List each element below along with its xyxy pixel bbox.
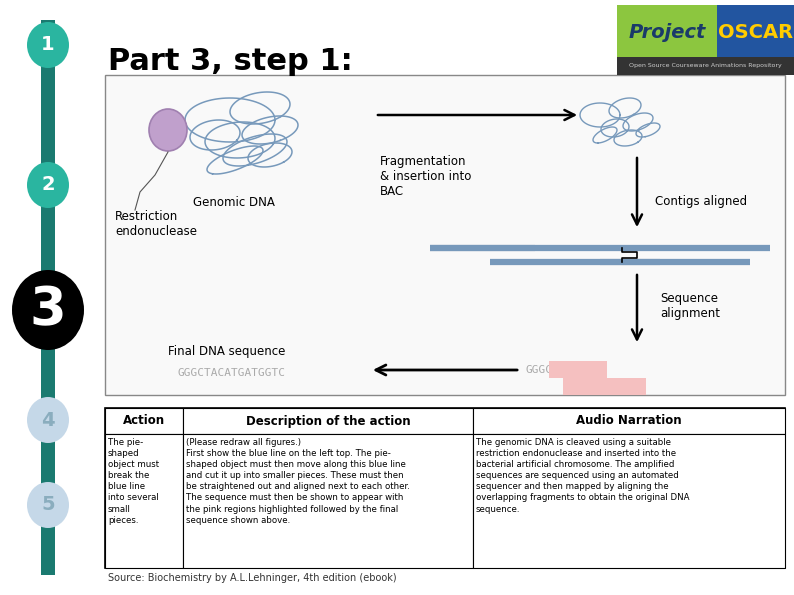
Bar: [183, 408, 473, 434]
Text: Open Source Courseware Animations Repository: Open Source Courseware Animations Reposi…: [629, 64, 782, 68]
Text: (Please redraw all figures.)
First show the blue line on the left top. The pie-
: (Please redraw all figures.) First show …: [186, 438, 410, 525]
Bar: [183, 434, 473, 568]
Text: Genomic DNA: Genomic DNA: [193, 196, 275, 209]
Text: Fragmentation
& insertion into
BAC: Fragmentation & insertion into BAC: [380, 155, 472, 198]
Text: GGGCTA: GGGCTA: [526, 365, 566, 375]
Text: Audio Narration: Audio Narration: [576, 415, 682, 427]
Bar: [473, 434, 785, 568]
Ellipse shape: [27, 162, 69, 208]
Text: 4: 4: [41, 411, 55, 430]
Text: OSCAR: OSCAR: [718, 23, 793, 42]
Text: 3: 3: [29, 284, 67, 336]
Bar: [473, 408, 785, 434]
Bar: [549, 361, 607, 378]
Ellipse shape: [149, 109, 187, 151]
Bar: [105, 408, 183, 434]
Ellipse shape: [27, 397, 69, 443]
Ellipse shape: [27, 22, 69, 68]
Text: The genomic DNA is cleaved using a suitable
restriction endonuclease and inserte: The genomic DNA is cleaved using a suita…: [476, 438, 689, 513]
Text: Project: Project: [628, 23, 706, 42]
Text: 2: 2: [41, 176, 55, 195]
Bar: [563, 378, 646, 395]
Ellipse shape: [12, 270, 84, 350]
Text: Final DNA sequence: Final DNA sequence: [168, 345, 285, 358]
Text: 5: 5: [41, 496, 55, 515]
Text: 1: 1: [41, 36, 55, 55]
Text: GGGCTACATGATGGTC: GGGCTACATGATGGTC: [178, 368, 286, 378]
Text: CATGATGGTC: CATGATGGTC: [563, 381, 630, 391]
Text: Source: Biochemistry by A.L.Lehninger, 4th edition (ebook): Source: Biochemistry by A.L.Lehninger, 4…: [108, 573, 397, 583]
Ellipse shape: [27, 482, 69, 528]
Bar: [105, 75, 785, 395]
Bar: [617, 57, 794, 75]
Text: Part 3, step 1:: Part 3, step 1:: [108, 48, 353, 77]
Bar: [617, 5, 717, 57]
Text: The pie-
shaped
object must
break the
blue line
into several
small
pieces.: The pie- shaped object must break the bl…: [108, 438, 159, 525]
Text: Contigs aligned: Contigs aligned: [655, 195, 747, 208]
Bar: [105, 434, 183, 568]
Text: Sequence
alignment: Sequence alignment: [660, 292, 720, 320]
Text: CATGAT: CATGAT: [549, 365, 589, 375]
Bar: [105, 408, 785, 568]
Text: Restriction
endonuclease: Restriction endonuclease: [115, 210, 197, 238]
Text: Action: Action: [123, 415, 165, 427]
Bar: [717, 5, 794, 57]
Bar: [41, 20, 55, 575]
Text: Description of the action: Description of the action: [245, 415, 410, 427]
